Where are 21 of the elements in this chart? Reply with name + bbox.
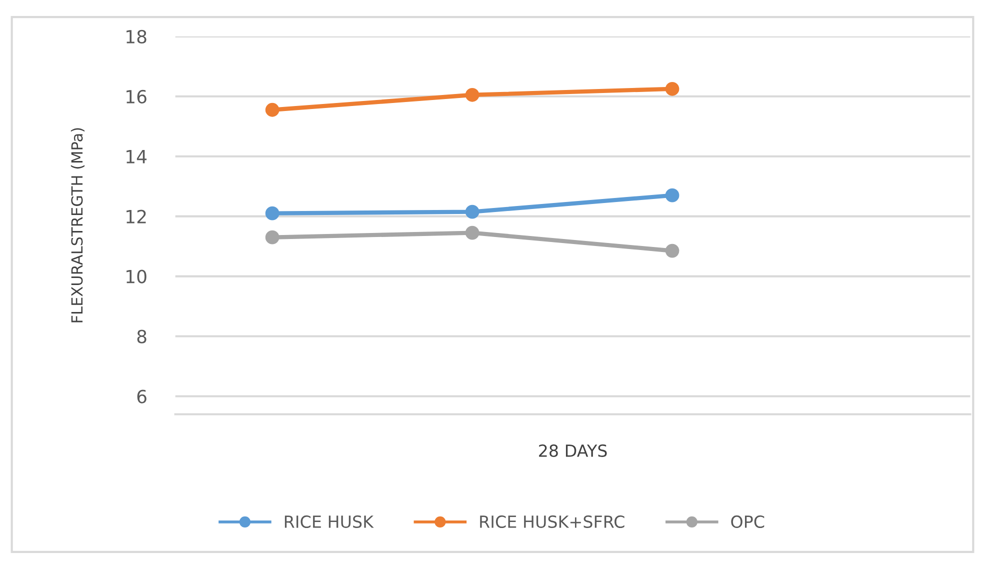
y-tick-label: 18	[126, 30, 146, 44]
y-tick-label: 16	[126, 90, 146, 104]
point	[665, 244, 680, 258]
point	[665, 188, 680, 202]
point	[665, 82, 680, 96]
x-axis-title: 28 DAYS	[539, 444, 607, 457]
point	[465, 88, 480, 102]
y-tick-label: 12	[126, 210, 146, 224]
point	[265, 102, 280, 117]
y-tick-label: 8	[137, 330, 146, 344]
legend-label: OPC	[731, 515, 764, 528]
point	[265, 206, 280, 220]
point	[465, 226, 480, 240]
y-tick-label: 14	[126, 150, 147, 164]
point	[465, 204, 480, 219]
y-tick-label: 6	[137, 390, 146, 404]
y-axis-title: FLEXURALSTREGTH (MPa)	[70, 128, 85, 322]
legend-label: RICE HUSK+SFRC	[480, 515, 624, 528]
point	[265, 230, 280, 244]
legend-label: RICE HUSK	[284, 515, 374, 528]
y-tick-label: 10	[126, 270, 146, 284]
